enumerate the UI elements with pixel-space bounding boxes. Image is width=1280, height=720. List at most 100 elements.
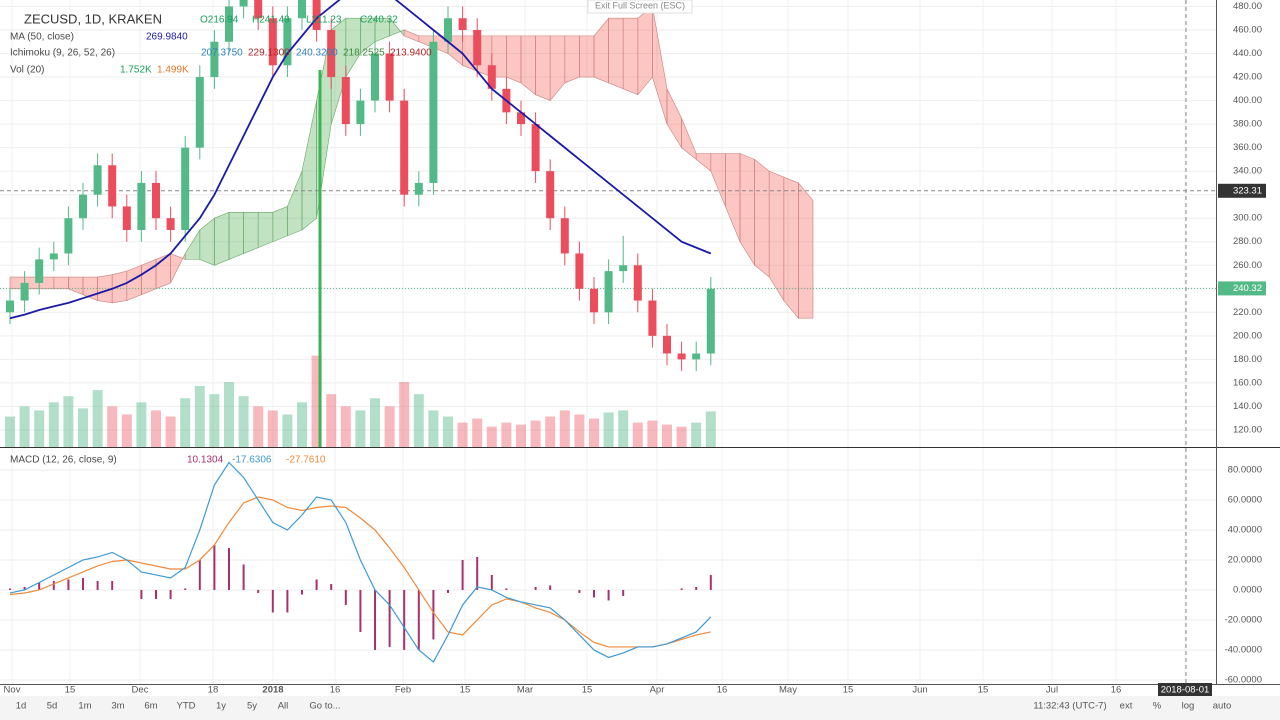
volume-bar xyxy=(399,381,410,447)
volume-bar xyxy=(545,416,556,447)
macd-value: -17.6306 xyxy=(232,455,272,466)
price-tick-label: 260.00 xyxy=(1233,260,1262,271)
option-button[interactable]: % xyxy=(1153,701,1162,712)
range-button[interactable]: 5d xyxy=(47,701,58,712)
cloud-segment xyxy=(622,17,639,96)
range-button[interactable]: YTD xyxy=(177,701,196,712)
ma-value: 269.9840 xyxy=(146,32,188,43)
range-button[interactable]: Go to... xyxy=(309,701,340,712)
candle-body xyxy=(692,353,701,360)
x-tick-label: Jun xyxy=(912,685,927,696)
range-button[interactable]: 6m xyxy=(144,701,157,712)
volume-bar xyxy=(691,422,702,447)
macd-value: -27.7610 xyxy=(286,455,326,466)
volume-bar xyxy=(78,408,88,447)
x-tick-label: 2018-08-01 xyxy=(1161,685,1210,696)
option-button[interactable]: log xyxy=(1182,701,1195,712)
axes: 480.00 460.00 440.00 420.00 400.00 380.00 360.… xyxy=(4,1,1266,697)
vol-value: 1.752K xyxy=(120,65,152,76)
option-button[interactable]: auto xyxy=(1213,701,1232,712)
price-tick-label: 460.00 xyxy=(1233,25,1262,36)
candle-body xyxy=(6,300,14,313)
x-tick-label: Dec xyxy=(132,685,149,696)
ichimoku-value: 240.3200 xyxy=(296,48,338,59)
range-button[interactable]: 3m xyxy=(111,701,124,712)
macd-label[interactable]: MACD (12, 26, close, 9) xyxy=(10,455,117,466)
candle-body xyxy=(371,53,379,101)
exit-fullscreen-bg[interactable] xyxy=(587,0,693,14)
candle-body xyxy=(677,353,686,360)
exit-fullscreen-text[interactable]: Exit Full Screen (ESC) xyxy=(595,0,685,10)
exit-fullscreen[interactable]: Exit Full Screen (ESC) xyxy=(587,0,693,14)
candle-body xyxy=(137,182,146,230)
range-button[interactable]: 5y xyxy=(247,701,257,712)
price-tick-label: 300.00 xyxy=(1233,213,1262,224)
range-button[interactable]: All xyxy=(278,701,289,712)
candle-body xyxy=(663,335,671,354)
candle-body xyxy=(356,100,365,125)
x-tick-label: Apr xyxy=(650,685,665,696)
volume-bar xyxy=(589,418,599,447)
volume-bar xyxy=(5,416,15,447)
volume-bar xyxy=(428,410,439,447)
volume-bar xyxy=(472,418,483,447)
cloud-segment xyxy=(798,182,814,319)
volume-bar xyxy=(574,414,585,447)
x-tick-label: May xyxy=(779,685,797,696)
volume-bar xyxy=(311,355,322,447)
volume-bar xyxy=(253,406,264,447)
cloud-segment xyxy=(506,35,522,84)
candle-body xyxy=(487,65,496,89)
candle-body xyxy=(49,253,58,260)
cloud-segment xyxy=(754,158,770,278)
candle-body xyxy=(633,265,642,301)
candle-body xyxy=(298,0,306,19)
candle-body xyxy=(210,41,219,78)
x-tick-label: 2018 xyxy=(262,685,283,696)
candle-body xyxy=(590,288,598,313)
candle-body xyxy=(560,218,569,254)
candle-body xyxy=(341,77,350,125)
range-button[interactable]: 1m xyxy=(78,701,91,712)
volume-bar xyxy=(165,416,176,447)
macd-tick-label: 80.0000 xyxy=(1228,465,1262,476)
vol-label[interactable]: Vol (20) xyxy=(10,65,44,76)
ichimoku-label[interactable]: Ichimoku (9, 26, 52, 26) xyxy=(10,48,115,59)
cloud-segment xyxy=(564,35,580,84)
volume-bar xyxy=(282,414,293,447)
ichimoku-value: 229.1300 xyxy=(248,48,290,59)
ohlc: O216.94 xyxy=(200,15,239,26)
volume-bar xyxy=(443,416,453,447)
x-tick-label: Feb xyxy=(395,685,411,696)
x-tick-label: 15 xyxy=(582,685,593,696)
candle-body xyxy=(64,218,73,254)
candle-body xyxy=(604,271,613,313)
option-button[interactable]: ext xyxy=(1120,701,1133,712)
cloud-segment xyxy=(214,211,230,266)
cloud-segment xyxy=(141,258,157,296)
price-tick-label: 420.00 xyxy=(1233,72,1262,83)
volume-bar xyxy=(632,422,643,447)
candle-body xyxy=(414,182,423,195)
candle-body xyxy=(517,112,525,125)
volume-bar xyxy=(19,406,30,447)
ma-label[interactable]: MA (50, close) xyxy=(10,32,74,43)
x-tick-label: Nov xyxy=(4,685,21,696)
macd-tick-label: 20.0000 xyxy=(1228,554,1262,565)
range-button[interactable]: 1d xyxy=(16,701,27,712)
volume-bar xyxy=(34,410,45,447)
price-pane xyxy=(0,0,1216,447)
candle-body xyxy=(225,6,233,42)
volume-bar xyxy=(121,414,132,447)
price-tick-label: 400.00 xyxy=(1233,95,1262,106)
price-tick-label: 200.00 xyxy=(1233,330,1262,341)
ohlc: C240.32 xyxy=(360,15,398,26)
macd-tick-label: -20.0000 xyxy=(1224,614,1262,625)
ichimoku-value: 218.2525 xyxy=(343,48,385,59)
range-button[interactable]: 1y xyxy=(216,701,226,712)
toolbar-items: 1d 5d 1m 3m 6m YTD 1y 5y All Go to... 11:32:43 (UT… xyxy=(16,701,1232,712)
volume-bar xyxy=(224,381,234,447)
volume-bar xyxy=(194,386,205,447)
